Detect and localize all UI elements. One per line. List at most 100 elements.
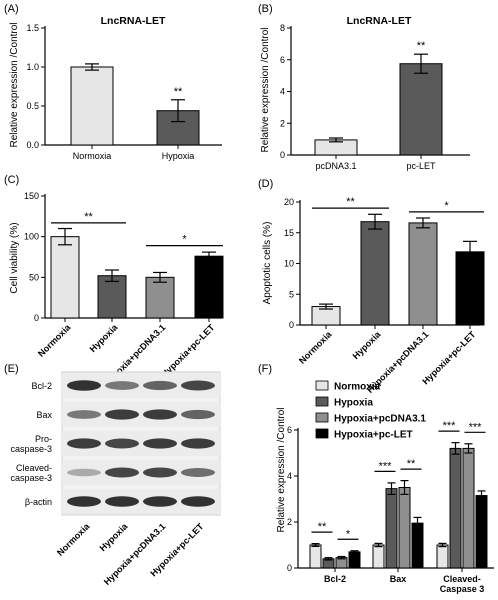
significance-mark: *** bbox=[379, 460, 393, 472]
bar bbox=[97, 275, 127, 319]
significance-mark: *** bbox=[443, 420, 457, 432]
blot-band bbox=[143, 467, 177, 478]
panel-f: (F) Relative expression /Control 0 2 4 6 Bcl-2… bbox=[258, 363, 494, 594]
significance-mark: * bbox=[346, 528, 351, 540]
x-tick-label-line: Cleaved- bbox=[443, 574, 481, 584]
blot-band bbox=[181, 409, 215, 420]
y-tick-label: 0.0 bbox=[26, 140, 39, 150]
panel-d: (D) Apoptotic cells (%) 0 5 10 15 20 Normoxia Hy… bbox=[258, 178, 485, 395]
blot-row-label-line: caspase-3 bbox=[10, 444, 52, 454]
y-axis-label: Relative expression /Control bbox=[9, 22, 20, 147]
y-tick-label: 8 bbox=[280, 23, 285, 33]
x-tick-label: Normoxia bbox=[297, 329, 334, 366]
blot-band bbox=[181, 380, 215, 391]
y-axis-label: Apoptotic cells (%) bbox=[262, 222, 273, 305]
y-tick-label: 4 bbox=[287, 471, 292, 481]
blot-band bbox=[67, 380, 101, 391]
blot-row-label-line: β-actin bbox=[25, 497, 52, 507]
blot-row-label: Bax bbox=[36, 410, 52, 420]
significance-mark: * bbox=[182, 234, 187, 246]
bar bbox=[348, 551, 361, 569]
blot-row-label: Pro-caspase-3 bbox=[10, 434, 52, 454]
bar bbox=[408, 222, 438, 326]
y-tick-label: 0 bbox=[289, 320, 294, 330]
chart-title: LncRNA-LET bbox=[101, 15, 166, 27]
panel-label: (A) bbox=[4, 3, 19, 15]
y-tick-label: 0 bbox=[287, 563, 292, 573]
bar bbox=[194, 255, 224, 319]
blot-band bbox=[143, 380, 177, 391]
x-tick-label: Cleaved-Caspase 3 bbox=[440, 574, 485, 594]
bar bbox=[309, 544, 322, 569]
bar bbox=[50, 236, 80, 319]
x-tick-label: Bax bbox=[390, 574, 407, 584]
significance-mark: ** bbox=[84, 211, 93, 223]
blot-band bbox=[105, 496, 139, 507]
significance-mark: ** bbox=[174, 86, 183, 98]
blot-row-label-line: Bcl-2 bbox=[31, 381, 52, 391]
blot-band bbox=[105, 409, 139, 420]
panel-c: (C) Cell viability (%) 0 50 100 150 Normoxia Hy… bbox=[4, 174, 224, 388]
significance-mark: ** bbox=[417, 40, 426, 52]
x-tick-label-line: Bax bbox=[390, 574, 407, 584]
legend-label: Normoxia bbox=[334, 382, 381, 393]
bar bbox=[411, 522, 424, 569]
y-axis-label: Relative expression /Control bbox=[276, 407, 287, 532]
blot-row-label: β-actin bbox=[25, 497, 52, 507]
panel-label: (D) bbox=[258, 178, 273, 190]
y-tick-label: 10 bbox=[284, 259, 294, 269]
bar bbox=[145, 276, 175, 319]
y-tick-label: 6 bbox=[287, 425, 292, 435]
x-tick-label: Normoxia bbox=[36, 322, 73, 359]
blot-band bbox=[181, 438, 215, 449]
blot-band bbox=[143, 409, 177, 420]
x-tick-label-line: Bcl-2 bbox=[324, 574, 346, 584]
x-tick-label: pc-LET bbox=[406, 161, 436, 171]
significance-mark: ** bbox=[346, 196, 355, 208]
y-tick-label: 6 bbox=[280, 55, 285, 65]
y-tick-label: 20 bbox=[284, 197, 294, 207]
legend-label: Hypoxia+pcDNA3.1 bbox=[334, 414, 426, 425]
legend-swatch bbox=[315, 396, 329, 407]
y-tick-label: 0 bbox=[34, 313, 39, 323]
panel-label: (B) bbox=[258, 3, 273, 15]
x-tick-label: Bcl-2 bbox=[324, 574, 346, 584]
bar bbox=[398, 487, 411, 569]
blot-band bbox=[67, 496, 101, 507]
y-axis-label: Cell viability (%) bbox=[9, 222, 20, 293]
y-tick-label: 0.5 bbox=[26, 101, 39, 111]
bar bbox=[436, 544, 449, 569]
bar bbox=[462, 447, 475, 569]
y-tick-label: 2 bbox=[287, 517, 292, 527]
bar bbox=[372, 544, 385, 569]
significance-mark: ** bbox=[318, 521, 327, 533]
y-tick-label: 50 bbox=[29, 272, 39, 282]
y-tick-label: 2 bbox=[280, 118, 285, 128]
x-tick-label: Hypoxia+pc-LET bbox=[159, 322, 216, 379]
blot-row-label-line: Bax bbox=[36, 410, 52, 420]
bar bbox=[475, 495, 488, 569]
y-tick-label: 1.5 bbox=[26, 23, 39, 33]
panel-a: (A) LncRNA-LET Relative expression /Contro… bbox=[4, 3, 222, 161]
blot-row-label: Bcl-2 bbox=[31, 381, 52, 391]
x-tick-label-line: Caspase 3 bbox=[440, 584, 485, 594]
y-tick-label: 1.0 bbox=[26, 62, 39, 72]
x-tick-label: Hypoxia bbox=[351, 329, 384, 362]
bar bbox=[449, 447, 462, 569]
blot-band bbox=[181, 468, 215, 477]
blot-row-label-line: Cleaved- bbox=[16, 463, 52, 473]
significance-mark: *** bbox=[469, 421, 483, 433]
panel-label: (C) bbox=[4, 174, 19, 186]
y-tick-label: 0 bbox=[280, 150, 285, 160]
blot-band bbox=[105, 381, 139, 390]
blot-band bbox=[105, 467, 139, 478]
chart-title: LncRNA-LET bbox=[347, 15, 412, 27]
blot-band bbox=[181, 496, 215, 507]
y-tick-label: 5 bbox=[289, 289, 294, 299]
y-axis-label: Relative expression /Control bbox=[260, 27, 271, 152]
blot-band bbox=[105, 438, 139, 449]
legend-swatch bbox=[315, 428, 329, 439]
blot-band bbox=[143, 438, 177, 449]
blot-band bbox=[143, 496, 177, 507]
